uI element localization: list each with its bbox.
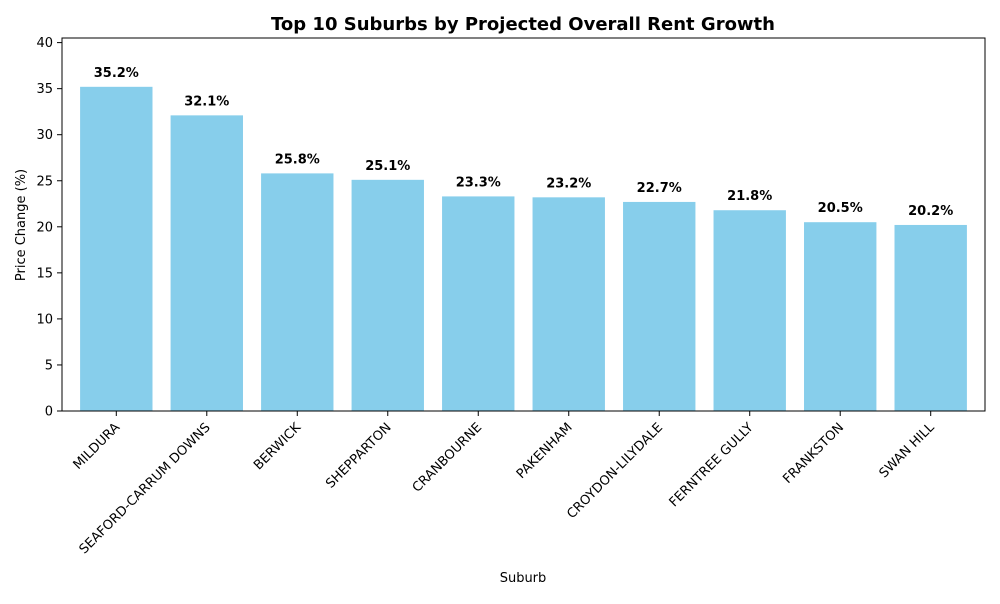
bar-mildura [80,86,153,411]
bar-pakenham [532,197,605,411]
x-tick-label: CROYDON-LILYDALE [564,420,666,522]
data-labels-layer: 35.2% 32.1% 25.8% 25.1% 23.3% 23.2% 22.7% 21.8%… [94,66,954,219]
y-axis-label: Price Change (%) [14,169,29,281]
y-tick-label: 20 [36,220,53,235]
data-label: 25.1% [365,159,410,174]
data-label: 22.7% [637,181,682,196]
x-tick-label: FERNTREE GULLY [667,420,757,510]
bar-ferntree-gully [713,210,786,411]
y-tick-label: 5 [45,358,53,373]
bars-layer [80,86,967,411]
y-axis: 0 5 10 15 20 25 30 35 40 [36,36,62,420]
bar-frankston [804,222,877,411]
chart-title: Top 10 Suburbs by Projected Overall Rent… [271,14,775,35]
y-tick-label: 40 [36,36,53,51]
y-tick-label: 10 [36,312,53,327]
data-label: 20.2% [908,204,953,219]
bar-shepparton [351,179,424,411]
x-tick-label: SHEPPARTON [323,420,394,491]
x-tick-label: FRANKSTON [780,420,847,487]
bar-seaford-carrum-downs [170,115,243,411]
bar-croydon-lilydale [623,201,696,411]
y-tick-label: 25 [36,174,53,189]
data-label: 32.1% [184,94,229,109]
data-label: 20.5% [818,201,863,216]
x-tick-label: MILDURA [71,420,124,473]
y-tick-label: 15 [36,266,53,281]
x-axis-label: Suburb [500,571,547,586]
y-tick-label: 30 [36,128,53,143]
bar-swan-hill [894,224,967,411]
data-label: 25.8% [275,152,320,167]
y-tick-label: 35 [36,82,53,97]
x-tick-label: CRANBOURNE [410,420,485,495]
data-label: 35.2% [94,66,139,81]
y-tick-label: 0 [45,405,53,420]
data-label: 21.8% [727,189,772,204]
data-label: 23.3% [456,175,501,190]
x-tick-label: SWAN HILL [877,420,939,482]
plot-frame [61,37,986,412]
x-tick-label: BERWICK [251,420,304,473]
x-tick-label: PAKENHAM [514,420,576,482]
bar-cranbourne [442,196,515,411]
data-label: 23.2% [546,176,591,191]
bar-berwick [261,173,334,411]
